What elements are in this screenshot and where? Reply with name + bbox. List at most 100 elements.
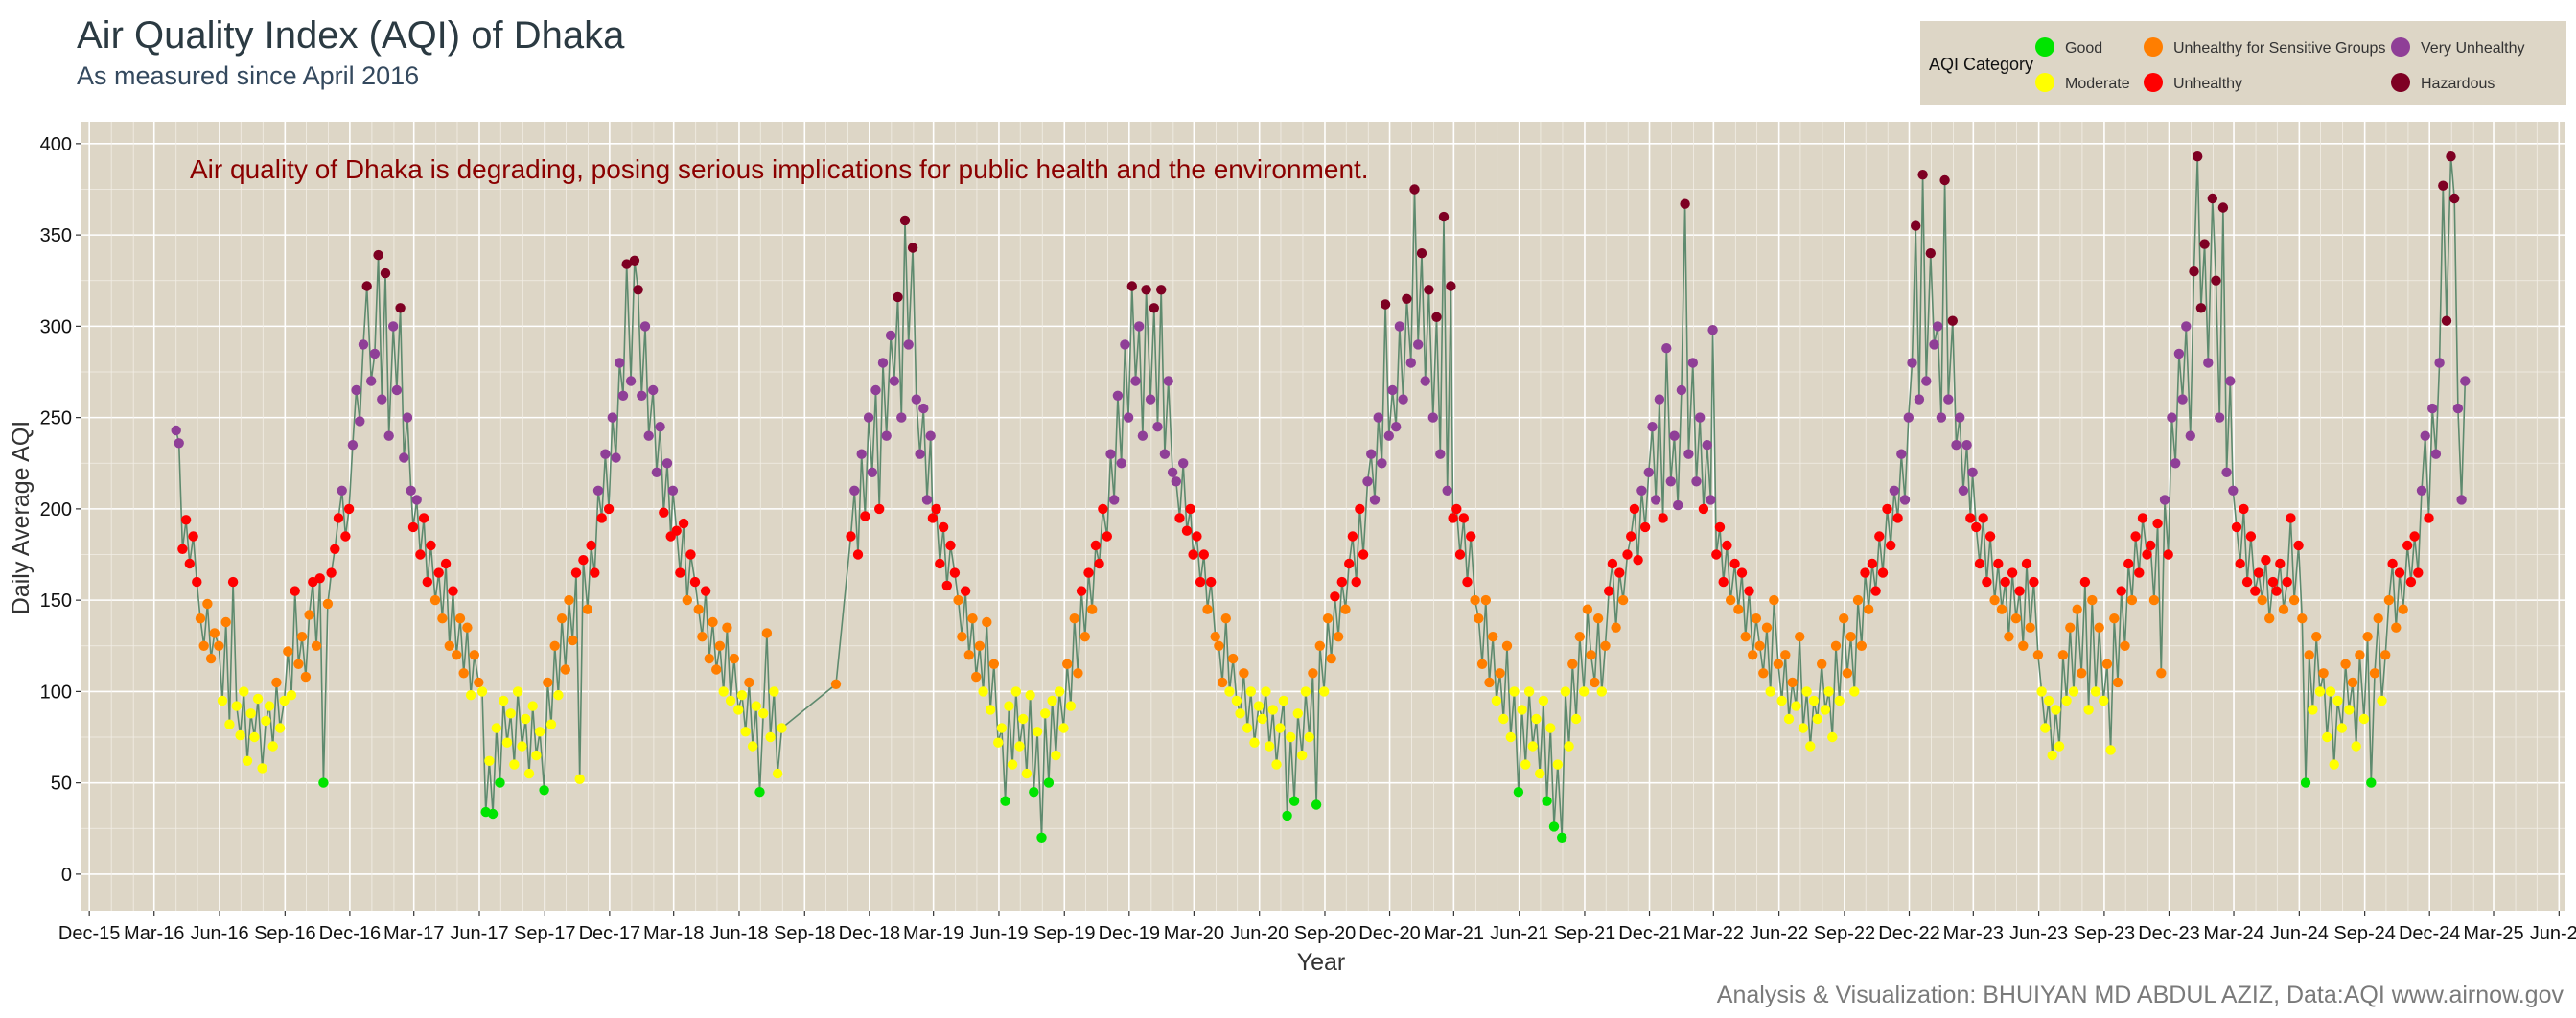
data-point: [2304, 650, 2314, 660]
x-tick-label: Sep-24: [2333, 923, 2396, 944]
x-tick-label: Jun-17: [450, 923, 508, 944]
series-path: [174, 156, 2467, 838]
y-tick-label: 100: [40, 682, 72, 703]
data-point: [1661, 343, 1672, 354]
data-point: [1925, 248, 1937, 259]
data-point: [941, 580, 952, 591]
y-tick-label: 250: [40, 408, 72, 429]
data-point: [252, 693, 264, 705]
data-point: [1989, 594, 2000, 606]
data-point: [2340, 659, 2351, 669]
y-tick-label: 200: [40, 499, 72, 521]
data-point: [2430, 449, 2442, 459]
data-point: [2231, 521, 2242, 533]
data-point: [1633, 555, 1643, 566]
data-point: [1304, 731, 1314, 743]
data-point: [531, 750, 542, 761]
x-tick-label: Dec-19: [1099, 923, 1160, 944]
data-point: [1451, 503, 1462, 515]
data-point: [2211, 275, 2221, 286]
data-point: [366, 376, 377, 386]
data-point: [406, 485, 416, 496]
data-point: [1921, 376, 1932, 386]
data-point: [1939, 174, 1950, 186]
data-point: [2424, 513, 2434, 523]
data-point: [1326, 653, 1336, 664]
x-tick-label: Jun-19: [969, 923, 1028, 944]
data-point: [2043, 695, 2054, 706]
data-point: [1654, 394, 1665, 405]
data-point: [1448, 513, 1458, 523]
x-tick-label: Mar-17: [383, 923, 444, 944]
data-point: [343, 503, 355, 515]
data-point: [2446, 151, 2456, 162]
data-point: [615, 358, 625, 368]
data-point: [257, 763, 267, 774]
data-point: [2239, 503, 2249, 515]
data-point: [1271, 759, 1282, 770]
data-point: [590, 567, 600, 578]
data-point: [1319, 686, 1330, 697]
data-point: [1765, 686, 1775, 697]
data-point: [1769, 594, 1779, 606]
data-point: [729, 653, 739, 664]
data-point: [476, 686, 488, 697]
data-point: [1967, 467, 1978, 477]
data-point: [444, 640, 454, 651]
data-point: [539, 785, 549, 796]
chart-subtitle: As measured since April 2016: [77, 61, 419, 90]
data-point: [1405, 358, 1417, 368]
data-point: [1579, 686, 1590, 697]
data-point: [2130, 531, 2141, 542]
data-point: [659, 507, 669, 518]
legend-swatch: [2035, 73, 2054, 92]
data-point: [192, 576, 202, 588]
data-point: [1955, 412, 1965, 423]
data-point: [1780, 650, 1791, 660]
data-point: [889, 376, 899, 386]
data-point: [358, 339, 369, 350]
x-tick-label: Sep-23: [2074, 923, 2136, 944]
data-point: [426, 540, 436, 551]
data-point: [1996, 604, 2007, 614]
data-point: [1498, 713, 1509, 725]
data-point: [2065, 622, 2076, 633]
legend: AQI Category Good Moderate Unhealthy for S…: [1920, 21, 2566, 105]
data-point: [1889, 485, 1900, 496]
data-point: [411, 495, 422, 505]
data-point: [1718, 576, 1729, 588]
y-tick-label: 150: [40, 590, 72, 612]
data-point: [963, 650, 974, 660]
data-point: [1105, 449, 1116, 459]
data-point: [235, 729, 245, 741]
data-point: [296, 632, 308, 642]
data-point: [418, 513, 429, 523]
data-point: [1849, 686, 1860, 697]
data-point: [2004, 632, 2014, 642]
x-tick-label: Mar-18: [643, 923, 704, 944]
data-point: [1476, 659, 1488, 669]
data-point: [1817, 659, 1827, 669]
data-point: [523, 768, 535, 779]
data-point: [283, 646, 293, 657]
data-point: [2275, 558, 2286, 569]
data-point: [2061, 695, 2072, 706]
data-point: [1214, 640, 1224, 651]
data-point: [1344, 558, 1355, 569]
data-point: [1622, 549, 1633, 560]
data-point: [402, 412, 413, 423]
data-point: [578, 555, 589, 566]
data-point: [1021, 768, 1033, 779]
data-point: [2250, 586, 2261, 596]
legend-label: Unhealthy: [2173, 76, 2242, 92]
data-point: [925, 430, 936, 441]
data-point: [625, 376, 637, 386]
data-point: [1470, 594, 1480, 606]
data-point: [2120, 640, 2130, 651]
data-point: [2362, 632, 2373, 642]
data-point: [744, 677, 754, 688]
x-tick-label: Mar-23: [1943, 923, 2004, 944]
data-point: [1517, 705, 1527, 715]
data-point: [214, 640, 224, 651]
